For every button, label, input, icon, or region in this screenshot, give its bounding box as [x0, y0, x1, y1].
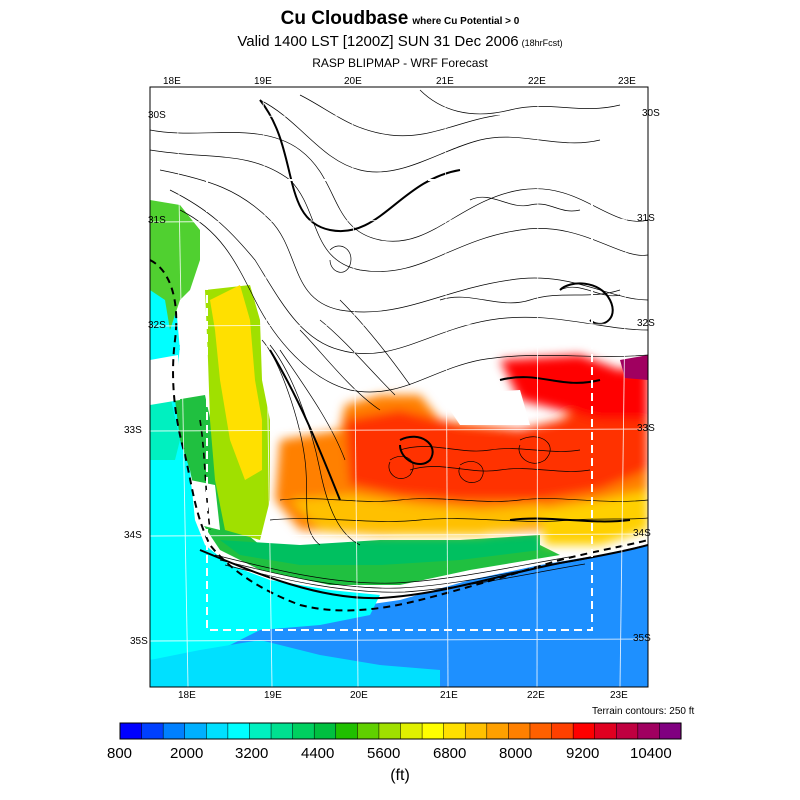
valid-time: Valid 1400 LST [1200Z] SUN 31 Dec 2006 (1… — [0, 33, 800, 50]
title-subtitle: where Cu Potential > 0 — [412, 16, 520, 27]
cloudbase-yellow — [210, 285, 262, 480]
cloudbase-red — [345, 390, 648, 500]
cloudbase-red-ne — [500, 355, 648, 420]
no-data-gap-3 — [190, 480, 220, 530]
valid-text: Valid 1400 LST [1200Z] SUN 31 Dec 2006 — [237, 33, 519, 50]
colorbar-tick: 5600 — [367, 745, 401, 762]
colorbar-tick: 10400 — [630, 745, 672, 762]
lat-right-label: 33S — [637, 423, 655, 434]
colorbar-tick: 2000 — [170, 745, 204, 762]
lat-right-label: 31S — [637, 213, 655, 224]
cloudbase-green-coast — [220, 535, 540, 565]
lon-bottom-label: 22E — [527, 690, 545, 701]
cloudbase-amber-east — [540, 490, 648, 545]
lat-left-label: 30S — [148, 110, 166, 121]
terrain-thick-contours — [199, 99, 648, 600]
terrain-contour-note: Terrain contours: 250 ft — [592, 706, 695, 717]
lon-top-label: 19E — [254, 76, 272, 87]
lon-top-label: 23E — [618, 76, 636, 87]
colorbar-units: (ft) — [390, 767, 410, 784]
no-data-gap-2 — [440, 390, 530, 425]
colorbar-tick: 8000 — [499, 745, 533, 762]
ocean-light — [150, 640, 440, 687]
model-name: RASP BLIPMAP - WRF Forecast — [312, 56, 488, 70]
title-main: Cu Cloudbase — [280, 8, 409, 29]
lon-bottom-label: 23E — [610, 690, 628, 701]
no-data-gap — [150, 355, 180, 405]
lon-top-label: 22E — [528, 76, 546, 87]
colorbar-tick: 9200 — [566, 745, 600, 762]
graticule — [150, 87, 648, 687]
terrain-contours — [150, 89, 648, 593]
cloudbase-green-north — [150, 200, 200, 330]
ocean-cyan — [150, 290, 380, 660]
colorbar-tick: 800 — [107, 745, 133, 762]
lon-bottom-label: 21E — [440, 690, 458, 701]
lat-left-label: 35S — [130, 636, 148, 647]
map-frame — [149, 86, 649, 688]
lon-bottom-label: 20E — [350, 690, 368, 701]
lat-right-label: 30S — [642, 108, 660, 119]
lat-right-label: 32S — [637, 318, 655, 329]
lon-bottom-label: 19E — [264, 690, 282, 701]
forecast-hour: (18hrFcst) — [521, 38, 563, 48]
lat-left-label: 32S — [148, 320, 166, 331]
map-title: Cu Cloudbase where Cu Potential > 0 — [0, 8, 800, 30]
coastal-teal — [150, 395, 180, 460]
lat-right-label: 34S — [633, 528, 651, 539]
cloudbase-amber — [290, 495, 560, 535]
lat-left-label: 33S — [124, 425, 142, 436]
lon-bottom-label: 18E — [178, 690, 196, 701]
colorbar-tick: 3200 — [235, 745, 269, 762]
lon-top-label: 18E — [163, 76, 181, 87]
colorbar-tick: 4400 — [301, 745, 335, 762]
lon-top-label: 21E — [436, 76, 454, 87]
colorbar-tick: 6800 — [433, 745, 467, 762]
cloudbase-maroon — [620, 355, 648, 380]
coastline — [150, 259, 648, 612]
lat-left-label: 34S — [124, 530, 142, 541]
lon-top-label: 20E — [344, 76, 362, 87]
lat-left-label: 31S — [148, 215, 166, 226]
lat-right-label: 35S — [633, 633, 651, 644]
inner-domain-box — [206, 179, 593, 631]
